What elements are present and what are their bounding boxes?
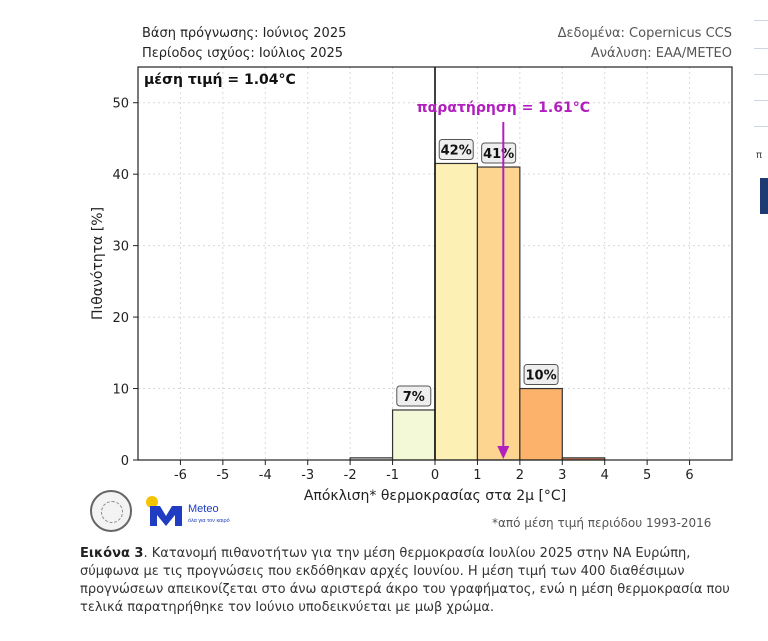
probability-bar-chart: 7% 42% 41% 10% παρατήρηση = 1.61°C μέση τιμή … [90, 66, 733, 504]
bar-label-text: 42% [441, 143, 472, 158]
observation-label: παρατήρηση = 1.61°C [417, 100, 590, 116]
side-edge: π [754, 0, 768, 641]
meteo-tagline-text: όλα για τον καιρό [188, 517, 230, 524]
bar-label: 7% [396, 385, 432, 407]
x-tick-label: -5 [216, 468, 229, 483]
bar-label-box [396, 385, 432, 407]
x-tick-label: -2 [344, 468, 357, 483]
bar-label-text: 7% [403, 390, 425, 405]
bar-label-text: 41% [483, 147, 514, 162]
x-tick-label: -1 [386, 468, 399, 483]
y-tick-label: 10 [112, 383, 129, 398]
side-block [760, 178, 768, 214]
bar-label-box [523, 364, 559, 386]
x-tick-label: 6 [685, 468, 693, 483]
x-tick-label: 1 [473, 468, 481, 483]
bar-label-box [438, 138, 474, 160]
observation-arrow-head [497, 446, 510, 459]
y-tick-label: 20 [112, 311, 129, 326]
forecast-base-label: Βάση πρόγνωσης: Ιούνιος 2025 [142, 26, 347, 41]
x-tick-label: -6 [174, 468, 187, 483]
x-tick-label: 3 [558, 468, 566, 483]
histogram-bar [391, 409, 436, 461]
x-tick-label: 5 [643, 468, 651, 483]
x-tick-label: -3 [301, 468, 314, 483]
data-source-label: Δεδομένα: Copernicus CCS [557, 26, 732, 41]
y-axis-label: Πιθανότητα [%] [90, 207, 106, 320]
bar-label: 42% [438, 138, 474, 160]
analysis-label: Ανάλυση: ΕΑΑ/ΜΕΤΕΟ [590, 46, 732, 61]
y-tick-label: 0 [121, 454, 129, 469]
mean-label: μέση τιμή = 1.04°C [144, 72, 296, 88]
footnote: *από μέση τιμή περιόδου 1993-2016 [492, 516, 712, 530]
bar-label: 41% [481, 142, 517, 164]
meteo-logo: Meteo όλα για τον καιρό [144, 496, 234, 532]
x-tick-label: -4 [259, 468, 272, 483]
y-tick-label: 50 [112, 97, 129, 112]
caption-text: . Κατανομή πιθανοτήτων για την μέση θερμ… [80, 546, 730, 615]
histogram-bar [519, 387, 563, 461]
x-tick-label: 0 [431, 468, 439, 483]
caption-label: Εικόνα 3 [80, 546, 144, 561]
university-seal-logo [90, 490, 132, 532]
side-char: π [756, 150, 763, 161]
x-tick-label: 4 [601, 468, 609, 483]
histogram-bar [434, 162, 479, 461]
bar-label: 10% [523, 364, 559, 386]
figure-caption: Εικόνα 3. Κατανομή πιθανοτήτων για την μ… [80, 545, 748, 617]
bar-label-box [481, 142, 517, 164]
histogram-bar [476, 166, 521, 461]
meteo-brand-text: Meteo [188, 503, 219, 515]
y-tick-label: 40 [112, 168, 129, 183]
validity-period-label: Περίοδος ισχύος: Ιούλιος 2025 [142, 46, 344, 61]
y-tick-label: 30 [112, 240, 129, 255]
bar-label-text: 10% [526, 369, 557, 384]
x-axis-label: Απόκλιση* θερμοκρασίας στα 2μ [°C] [304, 488, 566, 504]
x-tick-label: 2 [516, 468, 524, 483]
